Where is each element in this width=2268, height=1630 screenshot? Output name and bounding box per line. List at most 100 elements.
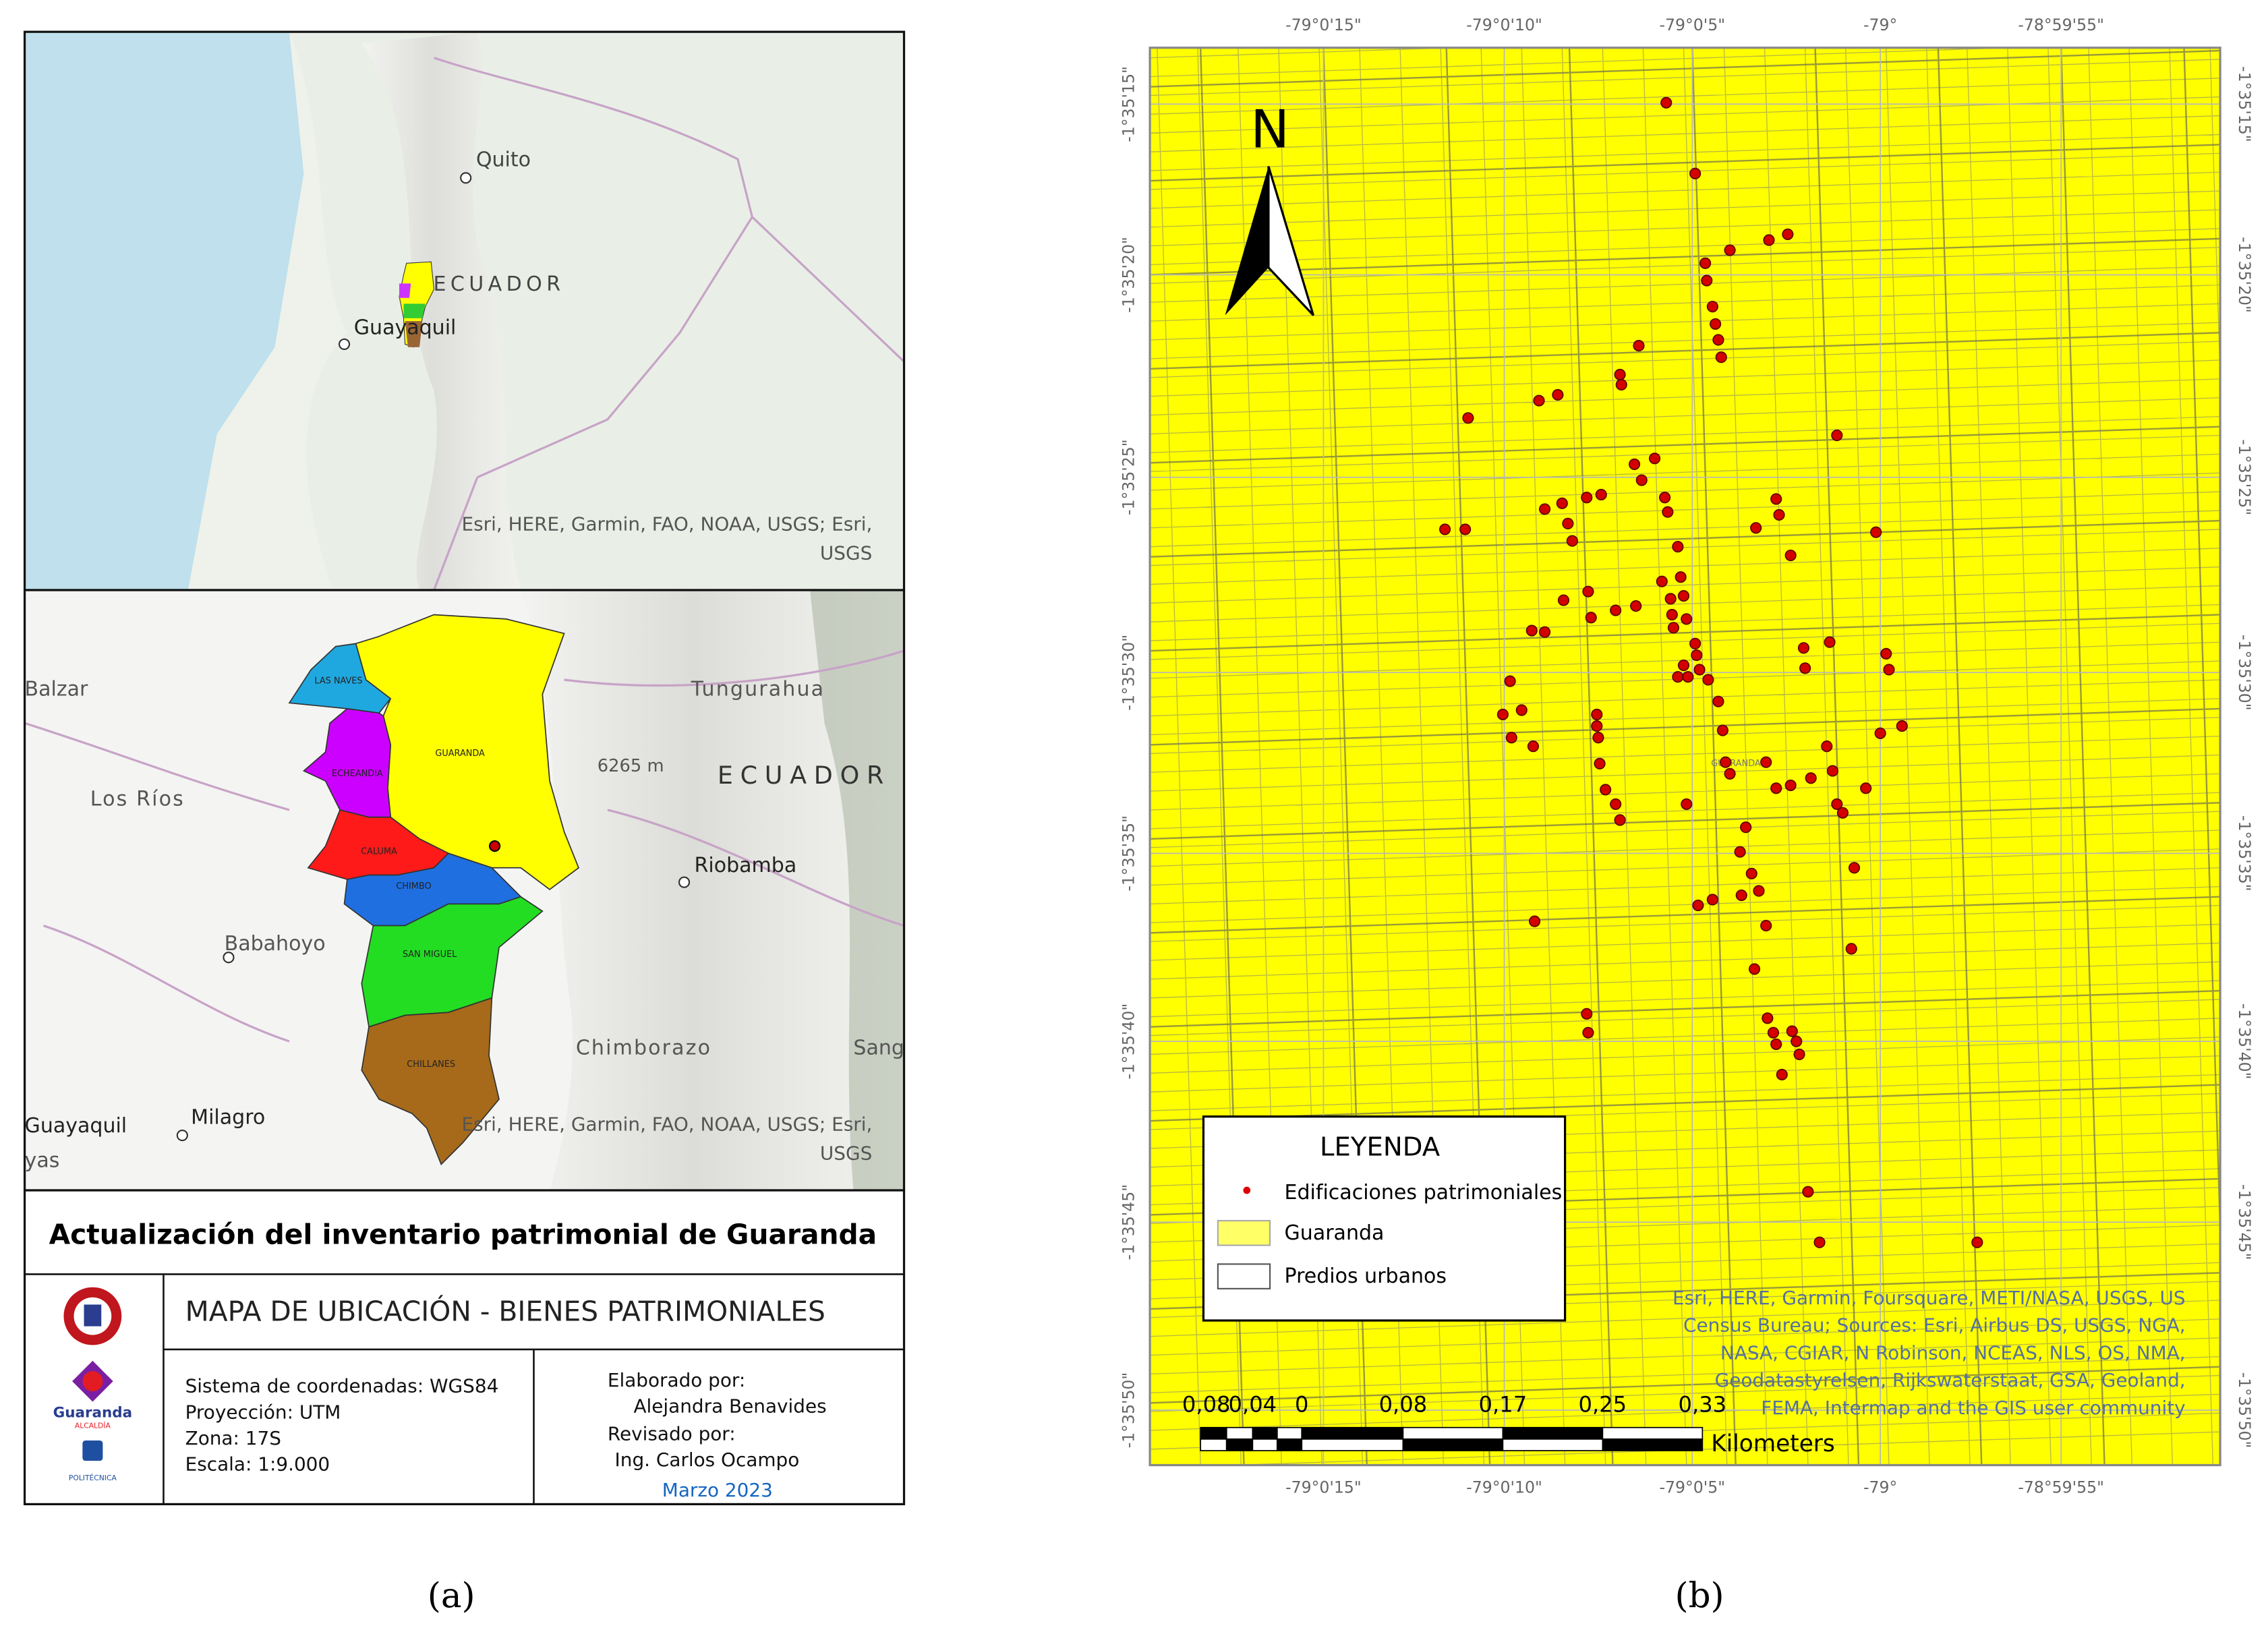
heritage-building	[1585, 612, 1597, 624]
scale-segment	[1402, 1438, 1504, 1451]
heritage-building	[1716, 724, 1728, 736]
credit: Alejandra Benavides	[633, 1395, 826, 1418]
heritage-building	[1724, 767, 1736, 780]
legend-symbol	[1217, 1219, 1271, 1246]
heritage-building	[1712, 695, 1724, 707]
heritage-building	[1672, 671, 1684, 683]
province-mini	[405, 321, 423, 347]
heritage-building	[1525, 624, 1538, 637]
place-label: ECUADOR	[433, 272, 564, 296]
latitude-label: -1°35'45"	[1120, 1184, 1138, 1260]
legend-symbol	[1243, 1186, 1251, 1194]
heritage-building	[1582, 585, 1594, 598]
scale-segment	[1402, 1426, 1504, 1440]
province-mini	[399, 283, 411, 298]
heritage-building	[1591, 708, 1603, 721]
heritage-building	[1802, 1186, 1814, 1198]
place-label: 6265 m	[598, 756, 664, 776]
heritage-building	[1740, 821, 1752, 834]
canton-area	[361, 997, 500, 1165]
heritage-building	[1712, 334, 1724, 346]
heritage-building	[1594, 757, 1606, 769]
scale-segment	[1276, 1426, 1303, 1440]
heritage-building	[1675, 571, 1687, 583]
logo-text: ALCALDÍA	[75, 1422, 111, 1430]
border-line	[433, 57, 754, 479]
heritage-building	[1831, 429, 1843, 442]
scale-segment	[1200, 1426, 1227, 1440]
heritage-building	[1845, 943, 1857, 955]
latitude-label: -1°35'35"	[1120, 815, 1138, 892]
logo-text: Guaranda	[53, 1404, 132, 1421]
place-label: Riobamba	[695, 854, 797, 877]
canton-label: CALUMA	[361, 847, 397, 857]
heritage-building	[1870, 526, 1882, 538]
heritage-building	[1786, 1025, 1798, 1037]
heritage-building	[1610, 604, 1622, 616]
attribution-line: Geodatastyrelsen, Rijkswaterstaat, GSA, …	[1715, 1369, 2186, 1391]
heritage-building	[1689, 167, 1702, 179]
heritage-building	[1860, 782, 1872, 794]
latitude-label: -1°35'35"	[2235, 815, 2254, 892]
map-frame	[1148, 47, 2221, 1467]
canton-label: GUARANDA	[435, 749, 485, 759]
heritage-building	[1831, 798, 1843, 810]
heritage-building	[1748, 963, 1761, 975]
heritage-building	[1591, 720, 1603, 732]
heritage-building	[1566, 535, 1578, 547]
heritage-building	[1557, 594, 1570, 606]
logo	[82, 1371, 103, 1392]
longitude-label: -79°0'5"	[1660, 1478, 1726, 1496]
place-label: Babahoyo	[225, 932, 326, 956]
heritage-building	[1527, 740, 1539, 753]
heritage-building	[1791, 1035, 1803, 1047]
ocean	[24, 32, 304, 591]
detail-map: Balzar Tungurahua 6265 m ECUADOR Los Río…	[24, 590, 904, 1191]
heritage-building	[1635, 474, 1648, 486]
heritage-building	[1874, 727, 1886, 739]
heritage-building	[1496, 708, 1509, 721]
place-label: Quito	[476, 148, 531, 172]
attribution-line: Esri, HERE, Garmin, Foursquare, METI/NAS…	[1673, 1287, 2186, 1309]
caption: (a)	[428, 1575, 475, 1616]
heritage-building	[1672, 541, 1684, 553]
heritage-building	[1439, 523, 1451, 535]
heritage-building	[1595, 488, 1607, 501]
scale-label: 0,33	[1679, 1392, 1727, 1418]
scale-label: 0,08	[1182, 1392, 1231, 1418]
legend-label: Predios urbanos	[1285, 1264, 1447, 1288]
heritage-building	[1614, 368, 1626, 381]
border-line	[432, 216, 904, 591]
heritage-building	[1462, 412, 1474, 424]
attribution: Esri, HERE, Garmin, FAO, NOAA, USGS; Esr…	[462, 1113, 873, 1136]
projection-info: Zona: 17S	[185, 1427, 281, 1449]
heritage-building	[1750, 522, 1762, 534]
longitude-label: -79°0'10"	[1466, 16, 1542, 34]
heritage-building	[1724, 244, 1736, 256]
scale-segment	[1252, 1438, 1278, 1451]
heritage-building	[1538, 626, 1551, 638]
longitude-label: -79°0'5"	[1660, 16, 1726, 34]
canton-label: LAS NAVES	[314, 676, 362, 687]
heritage-building	[1538, 503, 1551, 515]
heritage-building	[1667, 622, 1680, 634]
heritage-building	[1797, 642, 1810, 654]
heritage-building	[1770, 1038, 1782, 1051]
legend: LEYENDA Edificaciones patrimoniales Guar…	[1202, 1115, 1567, 1322]
heritage-building	[1770, 782, 1782, 794]
heritage-building	[1556, 497, 1568, 509]
latitude-label: -1°35'25"	[2235, 439, 2254, 515]
credit: Elaborado por:	[608, 1369, 745, 1391]
province-mini	[403, 303, 426, 318]
heritage-building	[1735, 889, 1747, 902]
latitude-label: -1°35'40"	[1120, 1003, 1138, 1080]
canton-label: CHIMBO	[396, 881, 431, 892]
legend-label: Guaranda	[1285, 1221, 1385, 1245]
street-lines	[1150, 47, 2221, 1465]
andes-relief	[361, 32, 521, 591]
legend-title: LEYENDA	[1320, 1132, 1441, 1162]
location-point	[488, 840, 501, 852]
latitude-label: -1°35'20"	[2235, 237, 2254, 313]
canton-label: ECHEANDIA	[332, 769, 383, 779]
longitude-label: -79°	[1863, 1478, 1897, 1496]
